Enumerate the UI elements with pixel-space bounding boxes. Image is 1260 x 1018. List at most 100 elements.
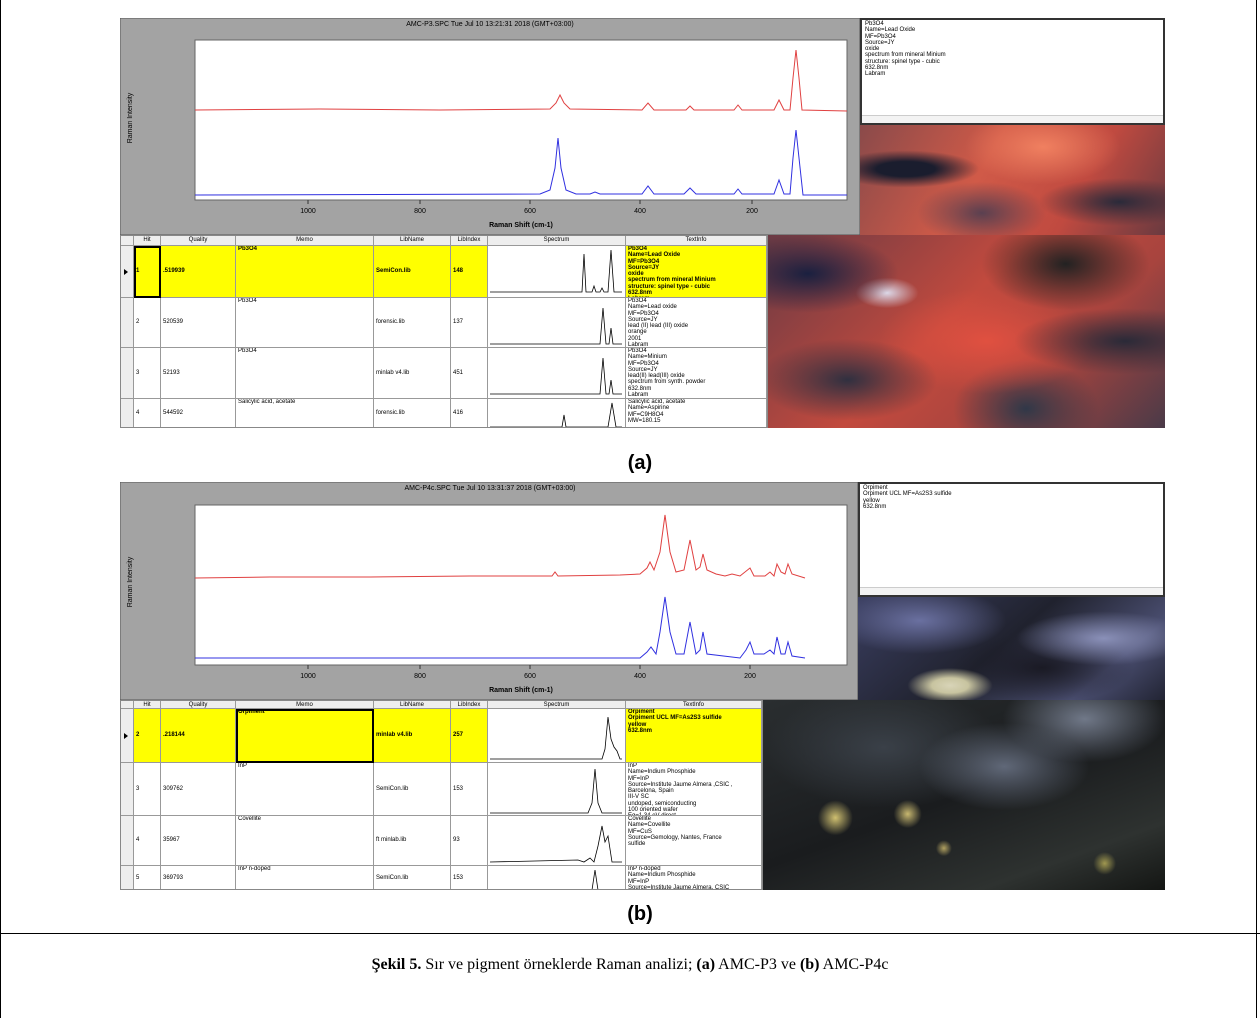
caption-panel-ref: (b) xyxy=(800,956,820,973)
table-cell: 520539 xyxy=(161,298,236,348)
x-axis-label: Raman Shift (cm-1) xyxy=(489,222,553,229)
table-cell: SemiCon.lib xyxy=(374,246,451,298)
plot-title: AMC-P4c.SPC Tue Jul 10 13:31:37 2018 (GM… xyxy=(404,485,575,492)
table-cell: Covellite xyxy=(236,816,374,866)
row-gutter xyxy=(121,866,134,890)
spectrum-plot: AMC-P3.SPC Tue Jul 10 13:21:31 2018 (GMT… xyxy=(120,18,860,240)
hit-table: HitQualityMemoLibNameLibIndexSpectrumTex… xyxy=(120,700,763,890)
header-cell: LibIndex xyxy=(451,701,488,709)
cell-text: SemiCon.lib xyxy=(376,268,411,274)
cell-text: forensic.lib xyxy=(376,319,405,325)
thumbnail-line xyxy=(490,870,622,890)
cell-text: .519939 xyxy=(163,268,185,274)
table-cell: minlab v4.lib xyxy=(374,709,451,763)
x-tick-label: 200 xyxy=(746,208,758,215)
header-cell xyxy=(121,236,134,246)
text-info-line: 632.8nm xyxy=(628,728,759,734)
table-cell: Orpiment xyxy=(236,709,374,763)
plot-title: AMC-P3.SPC Tue Jul 10 13:21:31 2018 (GMT… xyxy=(406,21,574,28)
table-cell: .218144 xyxy=(161,709,236,763)
caption-text: Sır ve pigment örneklerde Raman analizi; xyxy=(425,956,692,973)
text-info-line: Source=Institute Jaume Almera ,CSIC , Ba… xyxy=(628,782,759,795)
cell-text: 4 xyxy=(136,837,139,843)
panel-label: (a) xyxy=(600,452,680,475)
x-tick-label: 200 xyxy=(744,673,756,680)
cell-text: minlab v4.lib xyxy=(376,370,409,376)
cell-text: Covellite xyxy=(238,816,371,822)
row-gutter xyxy=(121,399,134,428)
cell-text: SemiCon.lib xyxy=(376,875,408,881)
cell-text: Pb3O4 xyxy=(238,298,371,304)
table-cell: 544592 xyxy=(161,399,236,428)
table-cell: 257 xyxy=(451,709,488,763)
row-gutter xyxy=(121,816,134,866)
thumbnail-line xyxy=(490,717,622,759)
cell-text: 2 xyxy=(136,319,139,325)
figure-caption: Şekil 5. Sır ve pigment örneklerde Raman… xyxy=(0,956,1260,974)
table-cell: forensic.lib xyxy=(374,399,451,428)
cell-text: Pb3O4 xyxy=(238,246,371,252)
caption-rule xyxy=(0,933,1260,934)
text-info-line: sulfide xyxy=(628,841,759,847)
thumbnail-line xyxy=(490,358,622,394)
cell-text: 5 xyxy=(136,875,139,881)
table-cell: 52193 xyxy=(161,348,236,399)
header-cell: Memo xyxy=(236,701,374,709)
cell-text: Orpiment xyxy=(238,709,371,715)
cell-text: 520539 xyxy=(163,319,183,325)
cell-text: ft minlab.lib xyxy=(376,837,406,843)
microscope-photo xyxy=(768,235,1165,428)
spectrum-thumbnail xyxy=(488,246,626,298)
table-cell: 4 xyxy=(134,816,161,866)
info-box: OrpimentOrpiment UCL MF=As2S3 sulfideyel… xyxy=(858,482,1165,597)
spectrum-thumbnail xyxy=(488,348,626,399)
thumbnail-line xyxy=(490,250,622,292)
cell-text: 416 xyxy=(453,410,463,416)
cell-text: 35967 xyxy=(163,837,180,843)
table-cell: 1 xyxy=(134,246,161,298)
cell-text: Salicylic acid, acetate xyxy=(238,399,371,405)
cell-text: 1 xyxy=(136,268,139,274)
thumbnail-line xyxy=(490,308,622,344)
table-cell: Pb3O4 xyxy=(236,298,374,348)
table-cell: 416 xyxy=(451,399,488,428)
cell-text: 3 xyxy=(136,786,139,792)
cell-text: 2 xyxy=(136,732,139,738)
cell-text: 451 xyxy=(453,370,463,376)
table-cell: 35967 xyxy=(161,816,236,866)
table-cell: SemiCon.lib xyxy=(374,763,451,816)
table-cell: 4 xyxy=(134,399,161,428)
cell-text: 257 xyxy=(453,732,463,738)
table-cell: .519939 xyxy=(161,246,236,298)
table-cell: 137 xyxy=(451,298,488,348)
header-cell: TextInfo xyxy=(626,236,767,246)
text-info-cell: InPName=Indium PhosphideMF=InPSource=Ins… xyxy=(626,763,762,816)
cell-text: Pb3O4 xyxy=(238,348,371,354)
row-gutter xyxy=(121,298,134,348)
table-cell: 451 xyxy=(451,348,488,399)
cell-text: 309762 xyxy=(163,786,183,792)
table-cell: 93 xyxy=(451,816,488,866)
cell-text: 52193 xyxy=(163,370,180,376)
table-cell: forensic.lib xyxy=(374,298,451,348)
cell-text: 148 xyxy=(453,268,463,274)
cell-text: SemiCon.lib xyxy=(376,786,408,792)
header-cell: LibName xyxy=(374,701,451,709)
header-cell: TextInfo xyxy=(626,701,762,709)
thumbnail-line xyxy=(490,769,622,813)
panel-label: (b) xyxy=(600,903,680,926)
hit-table: HitQualityMemoLibNameLibIndexSpectrumTex… xyxy=(120,235,768,428)
header-cell: Quality xyxy=(161,236,236,246)
spectrum-thumbnail xyxy=(488,866,626,890)
x-tick-label: 800 xyxy=(414,208,426,215)
text-info-cell: InP n-dopedName=Indium PhosphideMF=InPSo… xyxy=(626,866,762,890)
table-cell: 3 xyxy=(134,763,161,816)
spectrum-cell xyxy=(488,866,626,890)
y-axis-label: Raman Intensity xyxy=(127,556,134,607)
table-cell: ft minlab.lib xyxy=(374,816,451,866)
plot-svg: AMC-P3.SPC Tue Jul 10 13:21:31 2018 (GMT… xyxy=(120,18,860,235)
row-gutter xyxy=(121,709,134,763)
spectrum-cell xyxy=(488,709,626,763)
